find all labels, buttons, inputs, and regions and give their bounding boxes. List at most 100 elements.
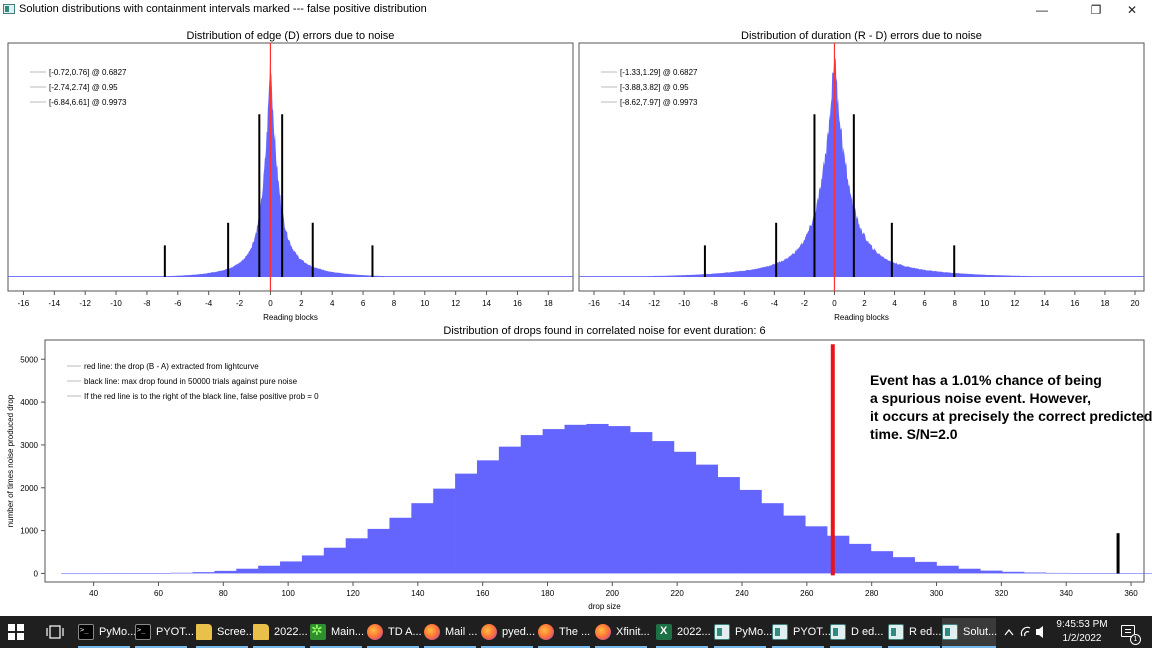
taskbar-item-label: PYOT...	[156, 626, 194, 638]
x-tick-label: -4	[205, 299, 213, 308]
system-tray-icons[interactable]	[1000, 616, 1050, 648]
taskbar-item[interactable]: PYOT...	[772, 618, 831, 648]
x-tick-label: 120	[346, 589, 360, 598]
histogram-bar	[1111, 573, 1134, 574]
taskbar-item[interactable]: Main...	[310, 618, 365, 648]
x-tick-label: 14	[482, 299, 491, 308]
chart-title: Distribution of edge (D) errors due to n…	[187, 30, 395, 42]
x-tick-label: 14	[1040, 299, 1049, 308]
x-tick-label: -6	[741, 299, 749, 308]
legend-entry: black line: max drop found in 50000 tria…	[84, 377, 298, 386]
histogram-bar	[411, 503, 434, 574]
histogram-bar	[586, 423, 609, 574]
windows-start-icon[interactable]	[8, 624, 24, 640]
notification-icon[interactable]	[1121, 625, 1135, 637]
x-tick-label: 12	[1010, 299, 1019, 308]
taskbar-item[interactable]: Mail ...	[424, 618, 477, 648]
annotation-line: a spurious noise event. However,	[870, 390, 1091, 406]
histogram-bar	[848, 543, 872, 574]
annotation-line: it occurs at precisely the correct predi…	[870, 408, 1152, 424]
firefox-icon	[481, 624, 497, 640]
histogram-bar	[827, 535, 850, 574]
taskbar-item[interactable]: pyed...	[481, 618, 535, 648]
x-tick-label: 18	[544, 299, 553, 308]
y-tick-label: 5000	[20, 355, 38, 364]
x-tick-label: -16	[18, 299, 30, 308]
histogram-bar	[104, 573, 128, 574]
notification-badge: 1	[1130, 634, 1141, 645]
histogram-bar	[476, 460, 500, 574]
terminal-icon	[78, 624, 94, 640]
x-tick-label: 340	[1060, 589, 1074, 598]
histogram-bar	[958, 568, 981, 574]
firefox-icon	[595, 624, 611, 640]
x-tick-label: 4	[892, 299, 897, 308]
x-tick-label: 6	[361, 299, 366, 308]
chart-title: Distribution of duration (R - D) errors …	[741, 30, 982, 42]
task-view-icon[interactable]	[46, 624, 64, 640]
clock-date: 1/2/2022	[1062, 633, 1102, 644]
x-tick-label: 4	[330, 299, 335, 308]
taskbar-item[interactable]: Xfinit...	[595, 618, 650, 648]
excel-icon	[656, 624, 672, 640]
legend-entry: [-0.72,0.76] @ 0.6827	[49, 68, 127, 77]
taskbar-item-label: Main...	[331, 626, 365, 638]
clock-time: 9:45:53 PM	[1056, 619, 1108, 630]
taskbar-item[interactable]: PyMo...	[78, 618, 136, 648]
taskbar-item[interactable]: Solut...	[942, 618, 997, 648]
histogram-bar	[83, 573, 106, 575]
folder-icon	[196, 624, 212, 640]
legend-entry: [-8.62,7.97] @ 0.9973	[620, 98, 698, 107]
x-tick-label: 80	[219, 589, 228, 598]
histogram-bar	[1045, 572, 1069, 574]
app-icon	[3, 4, 15, 14]
histogram-bar	[542, 429, 565, 574]
histogram-bar	[280, 561, 303, 574]
maximize-button[interactable]: ❐	[1090, 3, 1102, 17]
x-tick-label: 200	[606, 589, 620, 598]
taskbar-item-label: R ed...	[909, 626, 942, 638]
close-button[interactable]: ✕	[1126, 3, 1138, 17]
clock[interactable]: 9:45:53 PM 1/2/2022	[1052, 618, 1112, 646]
histogram-bar	[783, 515, 806, 574]
histogram-bar	[870, 551, 894, 574]
histogram-bar	[126, 573, 150, 574]
minimize-button[interactable]: —	[1036, 3, 1048, 17]
histogram-bar	[1024, 572, 1047, 574]
taskbar-item-label: Xfinit...	[616, 626, 650, 638]
x-tick-label: 320	[995, 589, 1009, 598]
histogram-bar	[717, 477, 740, 574]
taskbar-item-label: 2022...	[677, 626, 711, 638]
histogram-bar	[892, 557, 915, 574]
histogram-bar	[936, 565, 959, 574]
histogram-bar	[695, 464, 718, 574]
x-tick-label: 16	[513, 299, 522, 308]
taskbar-item[interactable]: Scree...	[196, 618, 255, 648]
histogram-bars	[579, 57, 1144, 278]
x-tick-label: -12	[648, 299, 660, 308]
taskbar-item[interactable]: The ...	[538, 618, 591, 648]
window-title-bar[interactable]: Solution distributions with containment …	[0, 0, 1152, 20]
x-tick-label: 10	[420, 299, 429, 308]
volume-icon	[1036, 629, 1039, 635]
x-tick-label: 0	[832, 299, 837, 308]
taskbar-item-label: TD A...	[388, 626, 422, 638]
annotation-text: Event has a 1.01% chance of being a spur…	[870, 371, 1152, 443]
taskbar-item[interactable]: PyMo...	[714, 618, 772, 648]
taskbar-item[interactable]: 2022...	[656, 618, 711, 648]
plots-area[interactable]: Distribution of edge (D) errors due to n…	[0, 20, 1152, 616]
taskbar-item[interactable]: R ed...	[888, 618, 942, 648]
x-tick-label: -10	[678, 299, 690, 308]
qt-window-icon	[942, 624, 958, 640]
taskbar-item[interactable]: TD A...	[367, 618, 422, 648]
legend-entry: If the red line is to the right of the b…	[84, 392, 319, 401]
x-tick-label: -14	[618, 299, 630, 308]
histogram-bar	[673, 451, 697, 574]
taskbar-item-label: The ...	[559, 626, 591, 638]
taskbar-item[interactable]: PYOT...	[135, 618, 194, 648]
taskbar-item[interactable]: D ed...	[830, 618, 883, 648]
firefox-icon	[538, 624, 554, 640]
x-tick-label: 20	[1131, 299, 1140, 308]
taskbar-item[interactable]: 2022...	[253, 618, 308, 648]
x-tick-label: 10	[980, 299, 989, 308]
